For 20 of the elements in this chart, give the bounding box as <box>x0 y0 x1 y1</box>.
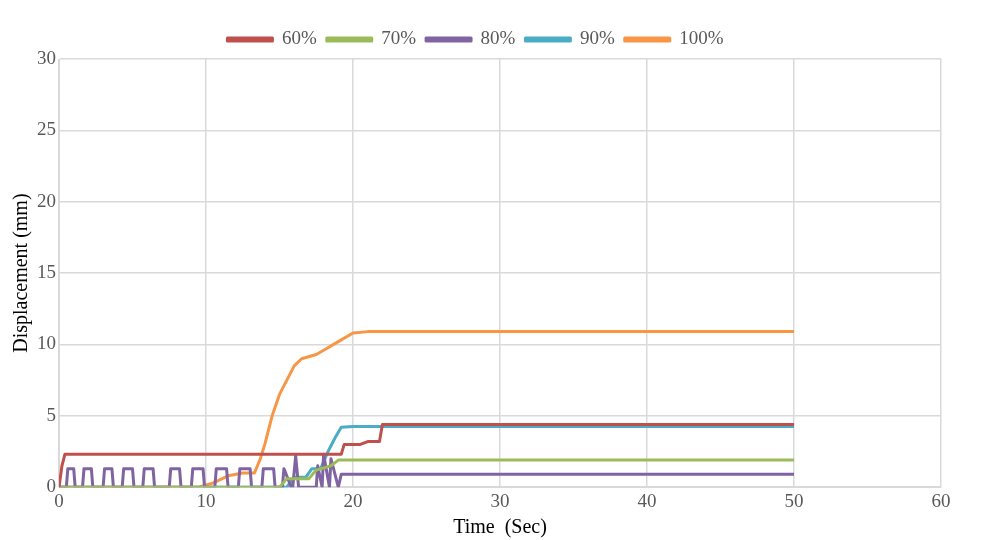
legend-label: 60% <box>281 27 317 49</box>
x-tick-label: 60 <box>931 489 951 511</box>
y-tick-label: 30 <box>37 46 56 68</box>
y-axis-title: Displacement (mm) <box>9 193 33 353</box>
x-tick-label: 30 <box>490 489 510 511</box>
y-tick-label: 15 <box>37 261 56 283</box>
y-tick-label: 25 <box>37 118 56 140</box>
y-tick-label: 0 <box>46 475 56 497</box>
x-tick-label: 40 <box>637 489 657 511</box>
legend-label: 80% <box>480 27 516 49</box>
x-tick-label: 10 <box>196 489 216 511</box>
x-tick-label: 50 <box>784 489 804 511</box>
legend-label: 70% <box>381 27 417 49</box>
y-tick-label: 5 <box>46 403 56 425</box>
x-axis-title: Time (Sec) <box>453 515 547 539</box>
legend-label: 100% <box>679 27 724 49</box>
y-tick-label: 10 <box>37 332 56 354</box>
x-tick-label: 20 <box>343 489 363 511</box>
legend-label: 90% <box>579 27 615 49</box>
y-tick-label: 20 <box>37 189 56 211</box>
